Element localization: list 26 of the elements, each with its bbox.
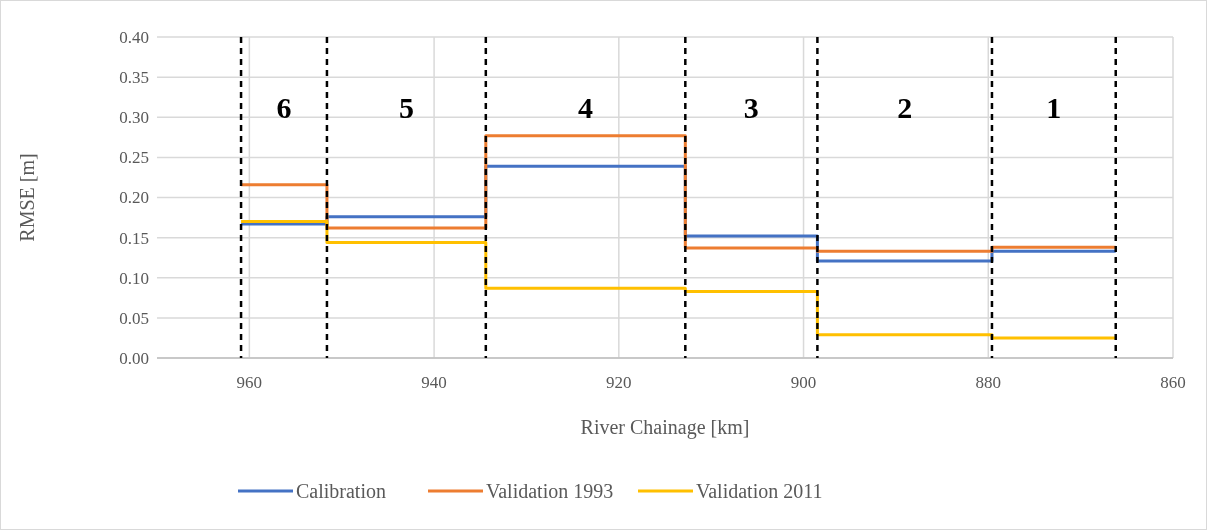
x-tick-label: 920 [606,373,632,392]
y-tick-label: 0.15 [119,228,149,248]
annotation: 3 [743,90,759,124]
annotation: 6 [276,90,292,124]
legend-label: Validation 1993 [486,480,614,502]
annotation: 4 [578,90,594,124]
x-tick-label: 900 [790,373,817,392]
x-tick-label: 940 [421,373,447,392]
legend-label: Validation 2011 [696,480,823,502]
annotation: 5 [398,90,414,124]
annotation: 2 [897,90,913,124]
y-tick-label: 0.20 [119,188,149,208]
y-tick-label: 0.10 [119,268,149,288]
x-tick-label: 860 [1160,373,1186,392]
y-tick-label: 0.05 [119,308,149,328]
x-axis-title: River Chainage [km] [580,416,750,439]
x-tick-label: 960 [236,373,263,392]
y-tick-label: 0.00 [119,348,149,368]
y-tick-label: 0.40 [119,27,149,47]
x-tick-label: 880 [975,373,1002,392]
y-tick-label: 0.35 [119,68,149,88]
y-tick-label: 0.25 [119,148,149,168]
y-tick-label: 0.30 [119,108,149,128]
y-axis-title: RMSE [m] [16,153,38,242]
annotation: 1 [1046,90,1062,124]
legend-label: Calibration [296,480,386,502]
